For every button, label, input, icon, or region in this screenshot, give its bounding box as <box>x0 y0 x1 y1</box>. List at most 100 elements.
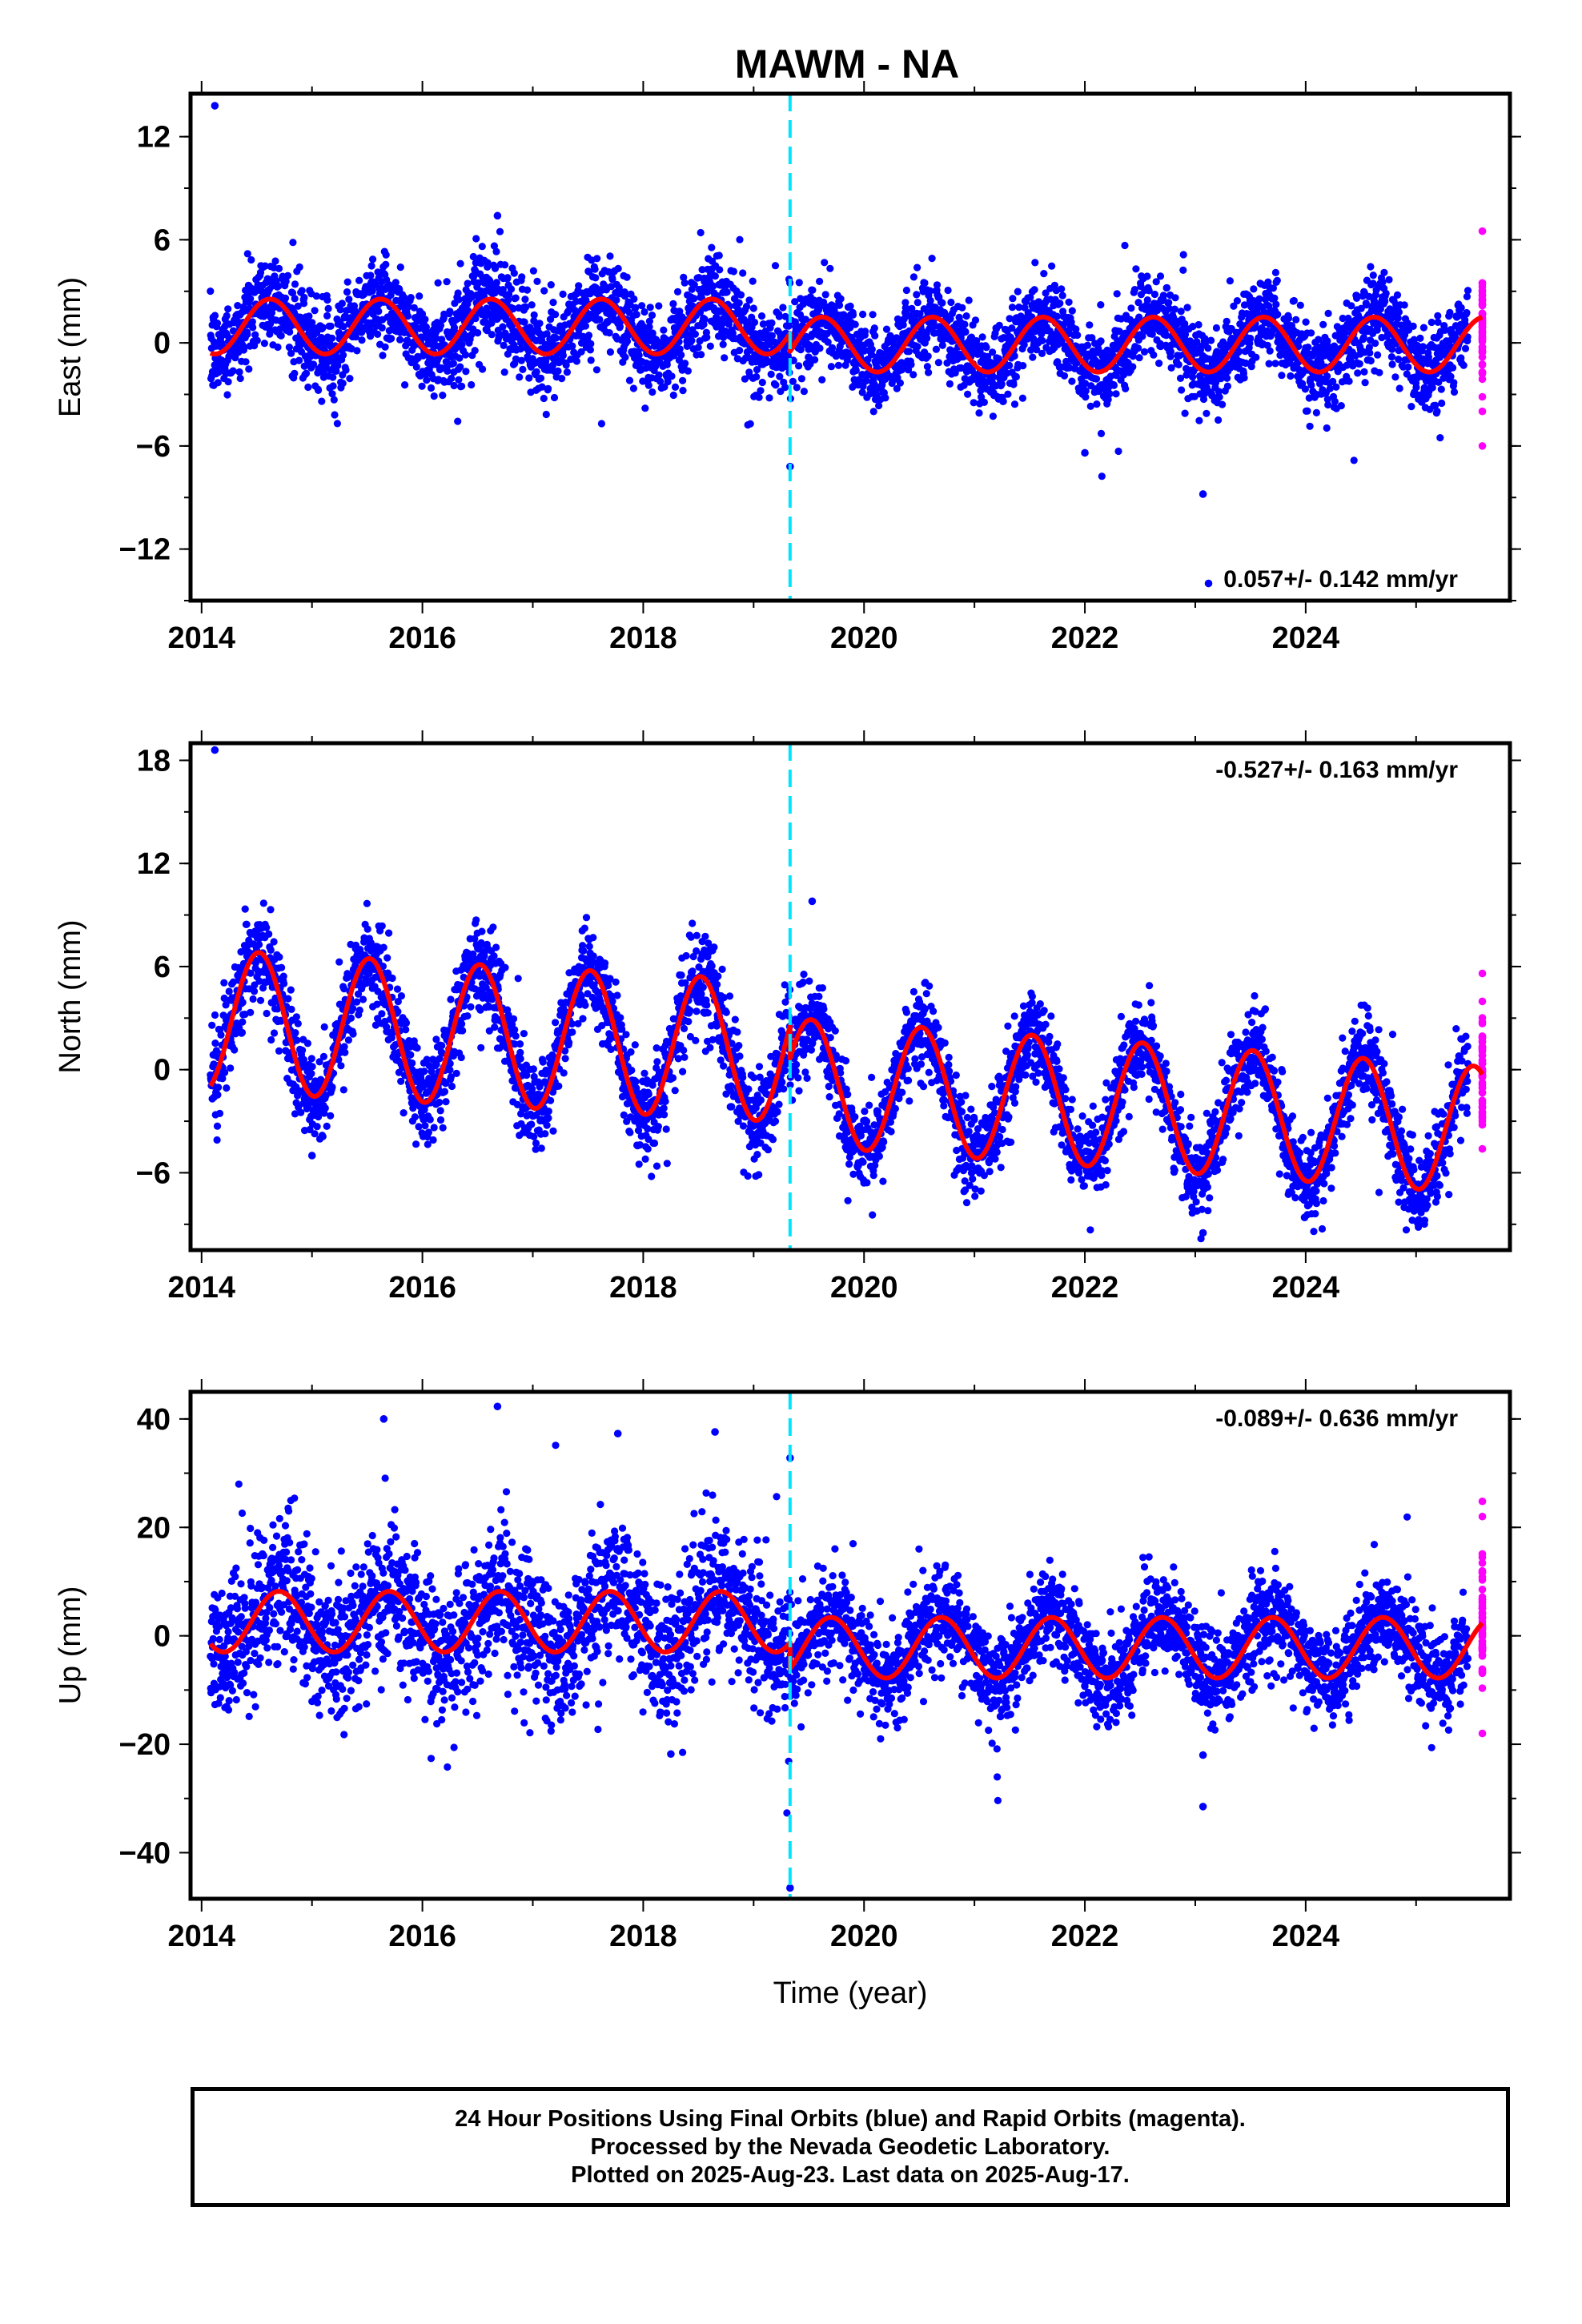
final-orbit-point <box>330 396 338 404</box>
final-orbit-point <box>236 374 244 383</box>
final-orbit-point <box>811 356 819 364</box>
final-orbit-point <box>1337 402 1345 410</box>
final-orbit-point <box>905 348 913 356</box>
final-orbit-point <box>410 304 418 312</box>
final-orbit-point <box>400 1109 408 1117</box>
final-orbit-point <box>533 277 541 285</box>
final-orbit-point <box>932 345 940 353</box>
final-orbit-point <box>604 267 612 276</box>
final-orbit-point <box>1135 354 1143 362</box>
final-orbit-point <box>402 1026 410 1034</box>
final-orbit-point <box>1412 384 1420 392</box>
final-orbit-point <box>323 1122 331 1130</box>
final-orbit-point <box>1082 393 1090 401</box>
final-orbit-point <box>1010 352 1018 360</box>
final-orbit-point <box>562 361 570 369</box>
final-orbit-point <box>1130 286 1138 294</box>
final-orbit-point <box>507 285 516 293</box>
final-orbit-point <box>311 307 319 315</box>
final-orbit-point <box>363 925 371 933</box>
final-orbit-point <box>1219 400 1227 408</box>
final-orbit-point <box>1371 340 1379 348</box>
rapid-orbit-point <box>1478 442 1487 450</box>
final-orbit-point <box>1347 302 1355 310</box>
final-orbit-point <box>313 1123 321 1131</box>
final-orbit-point <box>779 304 787 312</box>
final-orbit-point <box>632 311 640 319</box>
final-orbit-point <box>387 291 395 300</box>
final-orbit-point <box>1323 372 1331 380</box>
final-orbit-point <box>338 300 346 308</box>
final-orbit-point <box>1068 377 1076 385</box>
final-orbit-point <box>1299 380 1307 388</box>
final-orbit-point <box>943 359 951 367</box>
final-orbit-point <box>337 1062 345 1070</box>
final-orbit-point <box>1150 290 1158 299</box>
final-orbit-point <box>962 328 970 336</box>
final-orbit-point <box>676 308 684 316</box>
final-orbit-point <box>795 279 803 287</box>
final-orbit-point <box>696 308 705 316</box>
final-orbit-point <box>909 273 917 281</box>
final-orbit-point <box>483 327 491 335</box>
final-orbit-point <box>924 352 932 360</box>
final-orbit-point <box>849 311 857 319</box>
final-orbit-point <box>542 410 550 419</box>
final-orbit-point <box>1263 341 1271 349</box>
final-orbit-point <box>1400 301 1408 309</box>
final-orbit-point <box>1385 275 1393 283</box>
final-orbit-point <box>663 360 671 368</box>
final-orbit-point <box>1008 304 1017 312</box>
final-orbit-point <box>913 291 921 299</box>
final-orbit-point <box>1380 268 1388 276</box>
final-orbit-point <box>606 252 614 260</box>
final-orbit-point <box>859 310 867 319</box>
final-orbit-point <box>259 899 267 907</box>
final-orbit-point <box>427 384 436 392</box>
final-orbit-point <box>303 1039 311 1047</box>
final-orbit-point <box>1179 266 1187 274</box>
final-orbit-point <box>965 296 973 304</box>
final-orbit-point <box>925 368 933 376</box>
final-orbit-point <box>504 296 512 304</box>
final-orbit-point <box>1404 363 1412 371</box>
final-orbit-point <box>990 373 998 381</box>
final-orbit-point <box>684 367 693 375</box>
final-orbit-point <box>1191 392 1199 400</box>
final-orbit-point <box>669 300 677 308</box>
final-orbit-point <box>1159 292 1167 300</box>
final-orbit-point <box>238 1028 247 1036</box>
final-orbit-point <box>530 311 538 319</box>
final-orbit-point <box>781 384 789 392</box>
final-orbit-point <box>716 266 724 274</box>
final-orbit-point <box>614 264 622 272</box>
final-orbit-point <box>584 332 593 340</box>
final-orbit-point <box>349 1004 357 1012</box>
final-orbit-point <box>220 979 228 987</box>
final-orbit-point <box>1461 344 1470 352</box>
final-orbit-point <box>1393 291 1402 299</box>
final-orbit-point <box>681 279 689 287</box>
final-orbit-point <box>1132 265 1140 273</box>
final-orbit-point <box>291 295 299 303</box>
final-orbit-point <box>397 992 405 1000</box>
final-orbit-point <box>868 345 876 353</box>
final-orbit-point <box>1434 312 1442 320</box>
final-orbit-point <box>472 235 480 243</box>
final-orbit-point <box>758 378 766 387</box>
final-orbit-point <box>411 1113 420 1121</box>
final-orbit-point <box>1317 359 1325 367</box>
final-orbit-point <box>1030 286 1038 294</box>
final-orbit-point <box>824 338 832 346</box>
final-orbit-point <box>492 247 500 255</box>
final-orbit-point <box>753 372 761 381</box>
final-orbit-point <box>1143 272 1151 280</box>
final-orbit-point <box>835 301 844 309</box>
final-orbit-point <box>343 288 351 296</box>
final-orbit-point <box>1463 308 1471 317</box>
final-orbit-point <box>381 343 389 351</box>
final-orbit-point <box>550 393 559 402</box>
final-orbit-point <box>1240 301 1249 309</box>
final-orbit-point <box>1097 429 1106 438</box>
